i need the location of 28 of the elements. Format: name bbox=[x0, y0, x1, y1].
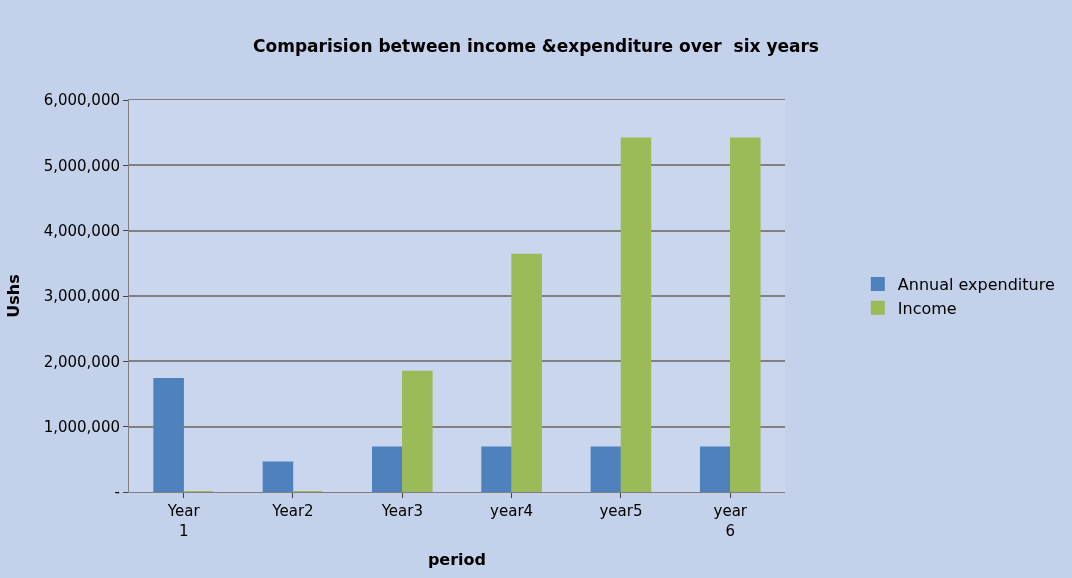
x-tick-label: year5 bbox=[599, 502, 643, 520]
chart-title: Comparision between income &expenditure over six years bbox=[253, 36, 819, 57]
y-tick-label: 6,000,000 bbox=[43, 91, 120, 110]
x-tick-label: year 6 bbox=[713, 502, 748, 540]
legend-label: Annual expenditure bbox=[897, 275, 1055, 295]
bar bbox=[153, 377, 184, 492]
bar bbox=[481, 446, 512, 492]
bar bbox=[699, 446, 731, 492]
y-tick-label: 4,000,000 bbox=[43, 221, 120, 240]
x-tick-label: year4 bbox=[490, 502, 534, 520]
y-tick-label: - bbox=[114, 483, 120, 502]
bar bbox=[402, 370, 433, 492]
x-axis-title: period bbox=[427, 550, 487, 570]
y-tick-label: 3,000,000 bbox=[43, 287, 120, 306]
y-tick-label: 5,000,000 bbox=[43, 156, 120, 175]
bar bbox=[371, 446, 403, 492]
y-tick-label: 2,000,000 bbox=[43, 352, 120, 371]
y-axis-title: Ushs bbox=[3, 274, 23, 318]
bar bbox=[511, 253, 542, 492]
legend-label: Income bbox=[897, 298, 957, 318]
bar bbox=[262, 461, 294, 492]
y-tick-label: 1,000,000 bbox=[43, 417, 120, 436]
bar bbox=[730, 137, 761, 492]
bar bbox=[620, 137, 652, 492]
bar bbox=[590, 446, 622, 492]
x-tick-label: Year3 bbox=[380, 502, 423, 520]
x-tick-label: Year 1 bbox=[166, 502, 201, 540]
x-tick-label: Year2 bbox=[271, 502, 314, 520]
